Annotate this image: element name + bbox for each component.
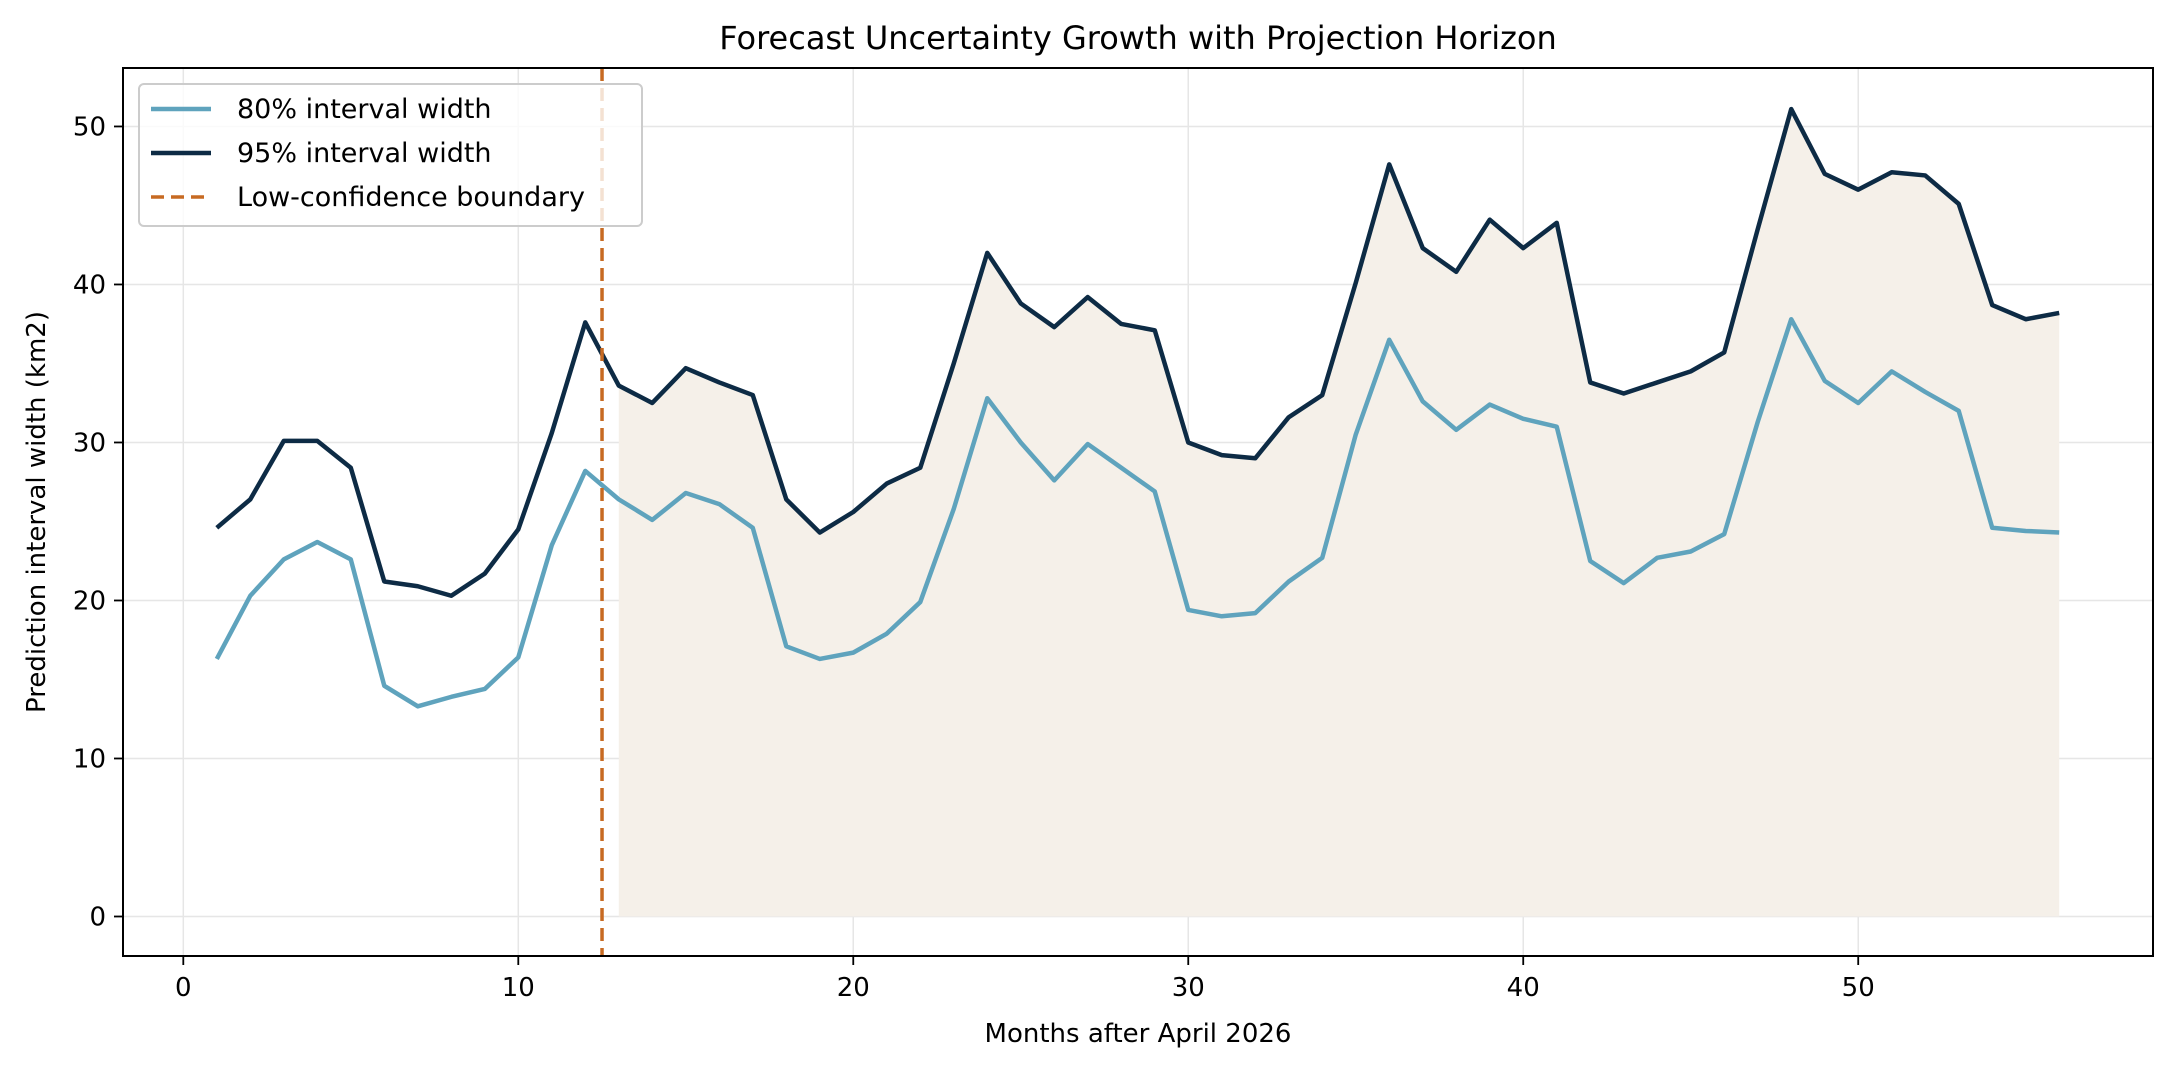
legend-label-80: 80% interval width bbox=[237, 94, 492, 125]
shaded-area bbox=[618, 109, 2060, 917]
x-axis-label: Months after April 2026 bbox=[985, 1019, 1292, 1049]
y-axis-ticks: 0 10 20 30 40 50 bbox=[73, 112, 123, 932]
y-tick-label: 10 bbox=[73, 744, 106, 774]
legend-label-boundary: Low-confidence boundary bbox=[237, 182, 585, 213]
x-axis-ticks: 0 10 20 30 40 50 bbox=[175, 956, 1875, 1003]
plot-frame bbox=[122, 67, 2154, 957]
y-tick-label: 30 bbox=[73, 428, 106, 458]
x-tick-label: 0 bbox=[175, 973, 192, 1003]
x-tick-label: 30 bbox=[1172, 973, 1205, 1003]
series-line-80 bbox=[214, 316, 2060, 709]
series-line-95 bbox=[215, 106, 2060, 598]
y-axis-label: Prediction interval width (km2) bbox=[22, 311, 52, 713]
x-tick-label: 10 bbox=[502, 973, 535, 1003]
chart-title: Forecast Uncertainty Growth with Project… bbox=[719, 19, 1557, 57]
x-tick-label: 20 bbox=[837, 973, 870, 1003]
legend-label-95: 95% interval width bbox=[237, 138, 492, 169]
legend: 80% interval width 95% interval width Lo… bbox=[138, 83, 643, 227]
x-tick-label: 50 bbox=[1842, 973, 1875, 1003]
y-tick-label: 20 bbox=[73, 586, 106, 616]
y-tick-label: 50 bbox=[73, 112, 106, 142]
legend-box bbox=[138, 83, 643, 227]
y-tick-label: 40 bbox=[73, 270, 106, 300]
x-tick-label: 40 bbox=[1507, 973, 1540, 1003]
y-tick-label: 0 bbox=[89, 902, 106, 932]
shaded-region bbox=[618, 109, 2060, 917]
series-lines bbox=[214, 106, 2060, 709]
